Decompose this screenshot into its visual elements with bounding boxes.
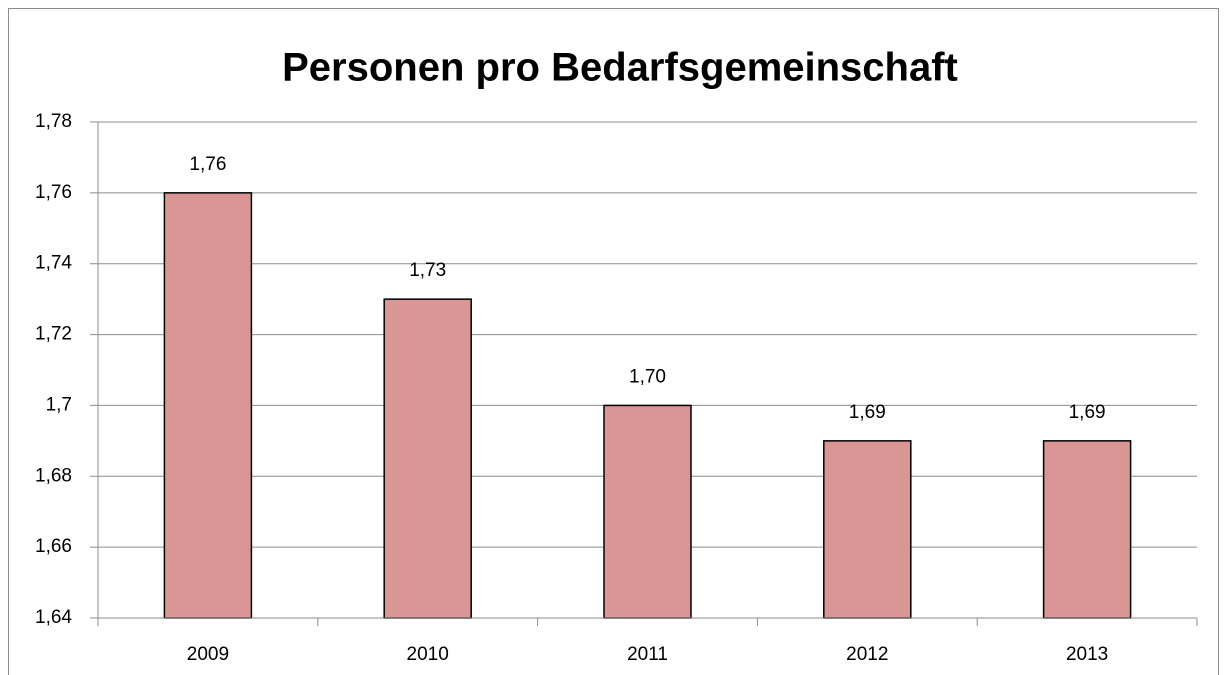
x-tick-label: 2013 — [1066, 644, 1108, 665]
value-label: 1,70 — [629, 366, 666, 387]
x-tick-label: 2012 — [846, 644, 888, 665]
y-tick-label: 1,66 — [35, 536, 72, 557]
chart-title: Personen pro Bedarfsgemeinschaft — [282, 46, 958, 90]
value-label: 1,69 — [1069, 402, 1106, 423]
bar — [603, 404, 692, 619]
y-tick-label: 1,74 — [35, 253, 72, 274]
y-tick-label: 1,76 — [35, 182, 72, 203]
bar — [823, 440, 912, 619]
y-tick-label: 1,72 — [35, 324, 72, 345]
bar — [1042, 440, 1132, 619]
value-label: 1,73 — [409, 260, 446, 281]
value-label: 1,76 — [189, 154, 226, 175]
bar — [163, 192, 253, 619]
y-tick-label: 1,68 — [35, 465, 72, 486]
x-tick-label: 2009 — [187, 644, 229, 665]
x-tick-label: 2010 — [407, 644, 449, 665]
y-tick-label: 1,78 — [35, 111, 72, 132]
x-tick-label: 2011 — [627, 644, 668, 665]
value-label: 1,69 — [849, 402, 886, 423]
y-tick-label: 1,64 — [35, 607, 72, 628]
y-tick-label: 1,7 — [46, 394, 72, 415]
bar — [383, 298, 472, 619]
